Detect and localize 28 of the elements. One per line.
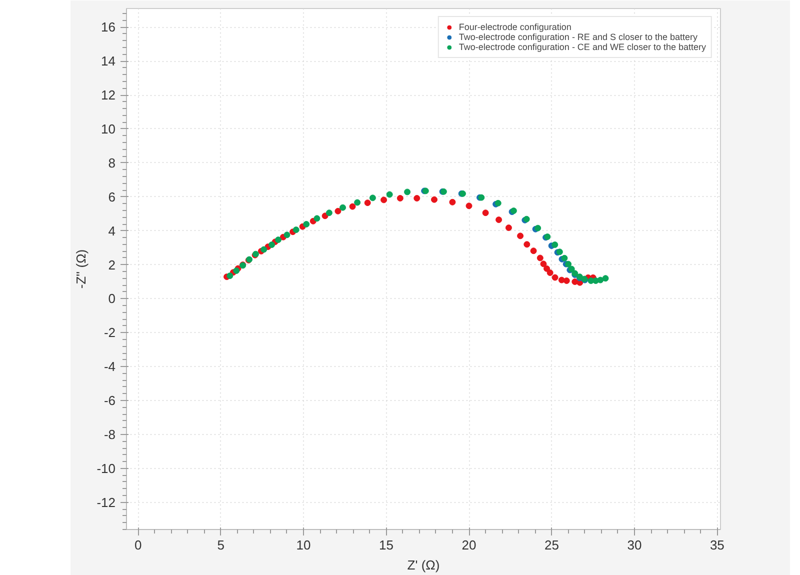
x-tick-label: 35 xyxy=(710,538,724,552)
y-axis-title: -Z'' (Ω) xyxy=(74,249,89,289)
y-tick-label: 8 xyxy=(108,155,116,170)
y-tick-label: -10 xyxy=(96,460,116,476)
x-tick-label: 25 xyxy=(544,538,559,552)
y-tick-label: 16 xyxy=(101,20,116,35)
y-tick-label: -6 xyxy=(104,393,116,408)
x-tick-label: 20 xyxy=(462,538,476,552)
y-tick-label: 14 xyxy=(101,54,116,69)
y-tick-label: 12 xyxy=(101,88,116,103)
y-tick-label: -8 xyxy=(104,426,116,442)
y-tick-label: -12 xyxy=(96,494,116,510)
legend-label: Two-electrode configuration - RE and S closer to the battery xyxy=(458,32,698,42)
x-tick-label: 30 xyxy=(627,538,642,552)
x-tick-label: 0 xyxy=(134,538,142,552)
legend-label: Two-electrode configuration - CE and WE closer to the battery xyxy=(458,42,706,52)
x-axis-title: Z' (Ω) xyxy=(407,558,440,572)
y-tick-label: -2 xyxy=(104,325,116,340)
y-tick-label: 6 xyxy=(108,189,116,204)
y-tick-label: 2 xyxy=(108,257,116,272)
x-tick-label: 5 xyxy=(217,538,224,552)
legend-label: Four-electrode configuration xyxy=(458,22,572,32)
x-tick-label: 10 xyxy=(296,538,311,552)
y-tick-label: 4 xyxy=(108,223,116,238)
y-tick-label: 0 xyxy=(108,291,116,306)
x-tick-label: 15 xyxy=(379,538,394,552)
y-tick-label: 10 xyxy=(101,121,116,136)
y-tick-label: -4 xyxy=(104,359,116,374)
